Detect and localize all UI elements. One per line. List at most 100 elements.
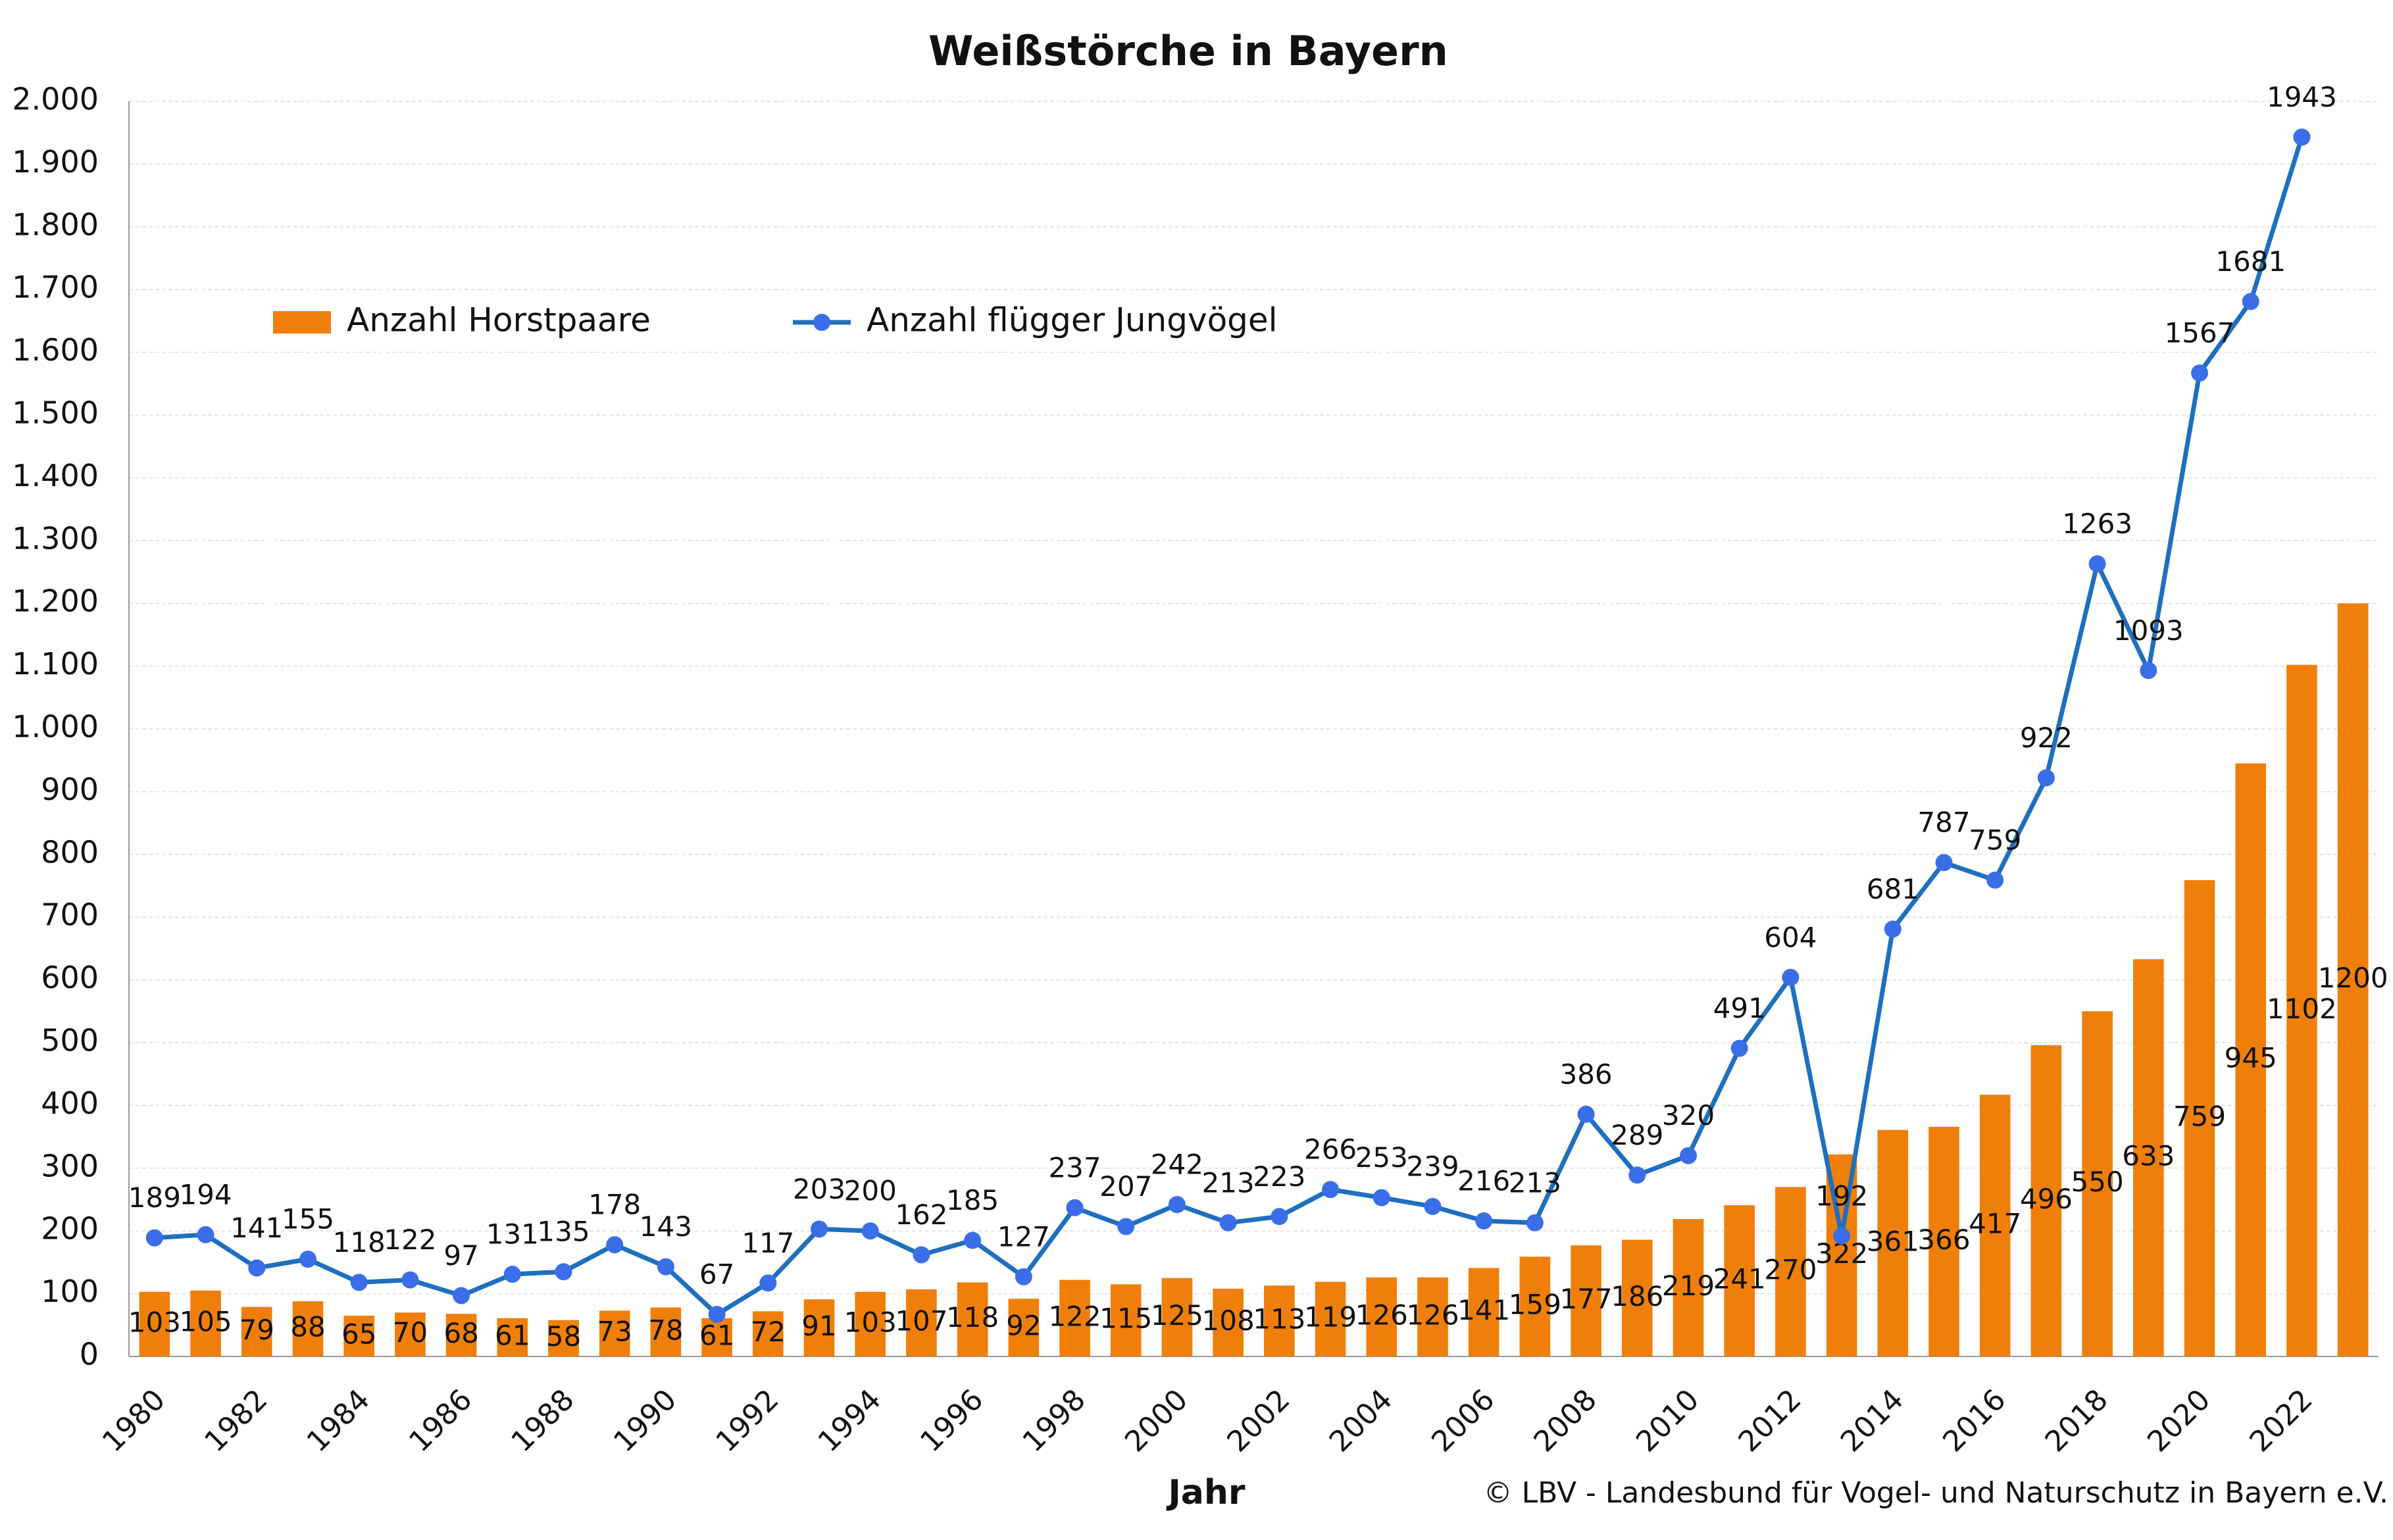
y-tick-label: 300 <box>41 1148 99 1183</box>
line-value-label: 185 <box>946 1184 999 1216</box>
bar <box>1110 1284 1142 1356</box>
line-value-label: 1263 <box>2062 508 2132 540</box>
bar <box>906 1289 937 1356</box>
bar-value-label: 103 <box>844 1306 897 1338</box>
legend-marker <box>813 314 830 331</box>
bar <box>1008 1299 1040 1356</box>
bar-value-label: 141 <box>1457 1294 1510 1326</box>
x-tick-label: 1992 <box>709 1383 785 1458</box>
line-value-label: 787 <box>1917 807 1970 839</box>
bar-value-label: 550 <box>2071 1166 2124 1198</box>
line-marker <box>1782 968 1800 986</box>
x-axis-title: Jahr <box>1166 1473 1245 1512</box>
legend-label: Anzahl Horstpaare <box>347 301 651 339</box>
bar-value-label: 366 <box>1917 1224 1970 1256</box>
bar-value-label: 72 <box>751 1316 786 1348</box>
y-tick-label: 1.200 <box>12 584 99 619</box>
x-tick-label: 2018 <box>2039 1383 2115 1458</box>
bar <box>241 1306 272 1356</box>
bar-value-label: 417 <box>1969 1208 2021 1240</box>
y-tick-label: 1.500 <box>12 395 99 431</box>
line-marker <box>1628 1166 1646 1184</box>
line-value-label: 386 <box>1559 1058 1612 1090</box>
line-value-label: 118 <box>333 1226 386 1258</box>
line-marker <box>1373 1189 1390 1206</box>
bar <box>803 1299 835 1356</box>
bar-value-label: 186 <box>1611 1280 1663 1312</box>
bar-value-label: 88 <box>290 1311 325 1343</box>
line-marker <box>964 1231 982 1249</box>
line-marker <box>197 1226 214 1243</box>
bar <box>1059 1279 1090 1356</box>
y-tick-label: 200 <box>41 1211 99 1247</box>
line-value-label: 289 <box>1611 1119 1663 1151</box>
bar <box>1213 1288 1244 1356</box>
line-marker <box>2140 662 2157 680</box>
bar-value-label: 177 <box>1559 1283 1612 1315</box>
x-tick-label: 2004 <box>1323 1383 1399 1458</box>
y-tick-label: 100 <box>41 1274 99 1309</box>
x-tick-label: 1984 <box>301 1383 376 1458</box>
line-value-label: 189 <box>128 1181 181 1214</box>
bar <box>1366 1277 1398 1356</box>
line-value-label: 253 <box>1355 1141 1408 1174</box>
bar-value-label: 65 <box>341 1318 376 1350</box>
y-tick-label: 1.100 <box>12 646 99 682</box>
line-marker <box>1322 1181 1340 1199</box>
line-value-label: 141 <box>230 1212 283 1244</box>
x-tick-label: 2008 <box>1528 1383 1603 1458</box>
x-tick-label: 1998 <box>1017 1383 1092 1458</box>
line-value-label: 213 <box>1509 1166 1561 1199</box>
line-value-label: 192 <box>1815 1180 1868 1212</box>
y-tick-label: 1.600 <box>12 332 99 368</box>
bar-value-label: 496 <box>2020 1183 2073 1215</box>
line-value-label: 239 <box>1406 1150 1459 1182</box>
legend-swatch <box>273 311 331 334</box>
bar <box>1315 1281 1346 1356</box>
line-value-label: 1681 <box>2215 245 2286 278</box>
bar-value-label: 107 <box>895 1304 947 1337</box>
bar-value-label: 270 <box>1764 1254 1817 1286</box>
bar-value-label: 945 <box>2225 1042 2277 1074</box>
bar <box>497 1318 528 1356</box>
bar <box>292 1301 324 1356</box>
y-tick-label: 500 <box>41 1023 99 1058</box>
bar-value-label: 1102 <box>2267 993 2337 1025</box>
x-tick-label: 2016 <box>1936 1383 2012 1458</box>
line-value-label: 320 <box>1662 1099 1715 1131</box>
bar <box>2184 880 2215 1356</box>
line-value-label: 213 <box>1202 1166 1255 1199</box>
bar-value-label: 241 <box>1713 1263 1766 1295</box>
bar <box>2286 664 2317 1356</box>
line-value-label: 117 <box>742 1227 794 1259</box>
bar <box>139 1291 170 1356</box>
y-tick-label: 1.700 <box>12 270 99 305</box>
line-marker <box>453 1287 470 1304</box>
bar <box>445 1314 477 1356</box>
line-value-label: 67 <box>699 1258 734 1291</box>
line-marker <box>759 1274 777 1292</box>
y-tick-label: 800 <box>41 834 99 870</box>
bar <box>701 1318 732 1356</box>
bar <box>2082 1011 2113 1356</box>
bar <box>1264 1285 1295 1356</box>
line-value-label: 97 <box>443 1239 478 1272</box>
bar <box>1519 1256 1551 1356</box>
line-value-label: 242 <box>1151 1149 1203 1181</box>
line-marker <box>2293 128 2311 146</box>
line-value-label: 1567 <box>2165 317 2235 349</box>
bar <box>752 1311 784 1356</box>
x-tick-label: 2012 <box>1732 1383 1807 1458</box>
y-tick-label: 700 <box>41 897 99 933</box>
line-value-label: 178 <box>588 1189 641 1221</box>
line-marker <box>1730 1039 1748 1057</box>
line-marker <box>350 1274 368 1291</box>
line-marker <box>299 1251 316 1268</box>
line-marker <box>1271 1208 1288 1226</box>
line-value-label: 922 <box>2020 722 2073 754</box>
bar <box>1673 1219 1704 1356</box>
line-marker <box>145 1229 163 1247</box>
line-marker <box>2191 364 2209 382</box>
line-marker <box>708 1306 726 1324</box>
x-tick-label: 2010 <box>1630 1383 1705 1458</box>
